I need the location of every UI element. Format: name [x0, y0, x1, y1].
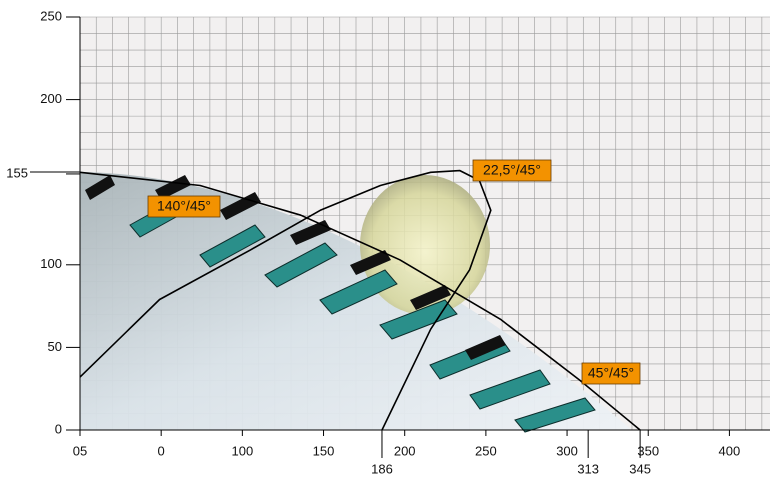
x-tick-label: 150	[313, 443, 335, 458]
x-tick-label: 400	[719, 443, 741, 458]
x-tick-label: 0	[158, 443, 165, 458]
y-tick-label: 155	[6, 165, 28, 180]
annotation-label: 22,5°/45°	[483, 162, 541, 178]
annotation-label: 140°/45°	[157, 198, 211, 214]
x-tick-label: 300	[556, 443, 578, 458]
y-tick-label: 0	[55, 421, 62, 436]
y-tick-label: 100	[40, 256, 62, 271]
annotation-box	[472, 159, 552, 182]
saw-teeth-shadow	[85, 175, 506, 360]
x-tick-label: 200	[394, 443, 416, 458]
x-tick-label: 100	[232, 443, 254, 458]
annotation-box	[147, 195, 221, 218]
x-tick-label: 350	[637, 443, 659, 458]
curve	[79, 169, 492, 431]
annotation-label: 45°/45°	[588, 365, 634, 381]
y-tick-label: 250	[40, 8, 62, 23]
saw-teeth	[129, 199, 596, 433]
x-tick-label-secondary: 345	[629, 461, 651, 476]
x-tick-label: 250	[475, 443, 497, 458]
x-tick-label-secondary: 186	[371, 461, 393, 476]
x-tick-label: 05	[73, 443, 87, 458]
annotation-box	[581, 362, 641, 385]
x-tick-label-secondary: 313	[577, 461, 599, 476]
y-tick-label: 50	[48, 339, 62, 354]
y-tick-label: 200	[40, 91, 62, 106]
curve	[79, 171, 641, 431]
